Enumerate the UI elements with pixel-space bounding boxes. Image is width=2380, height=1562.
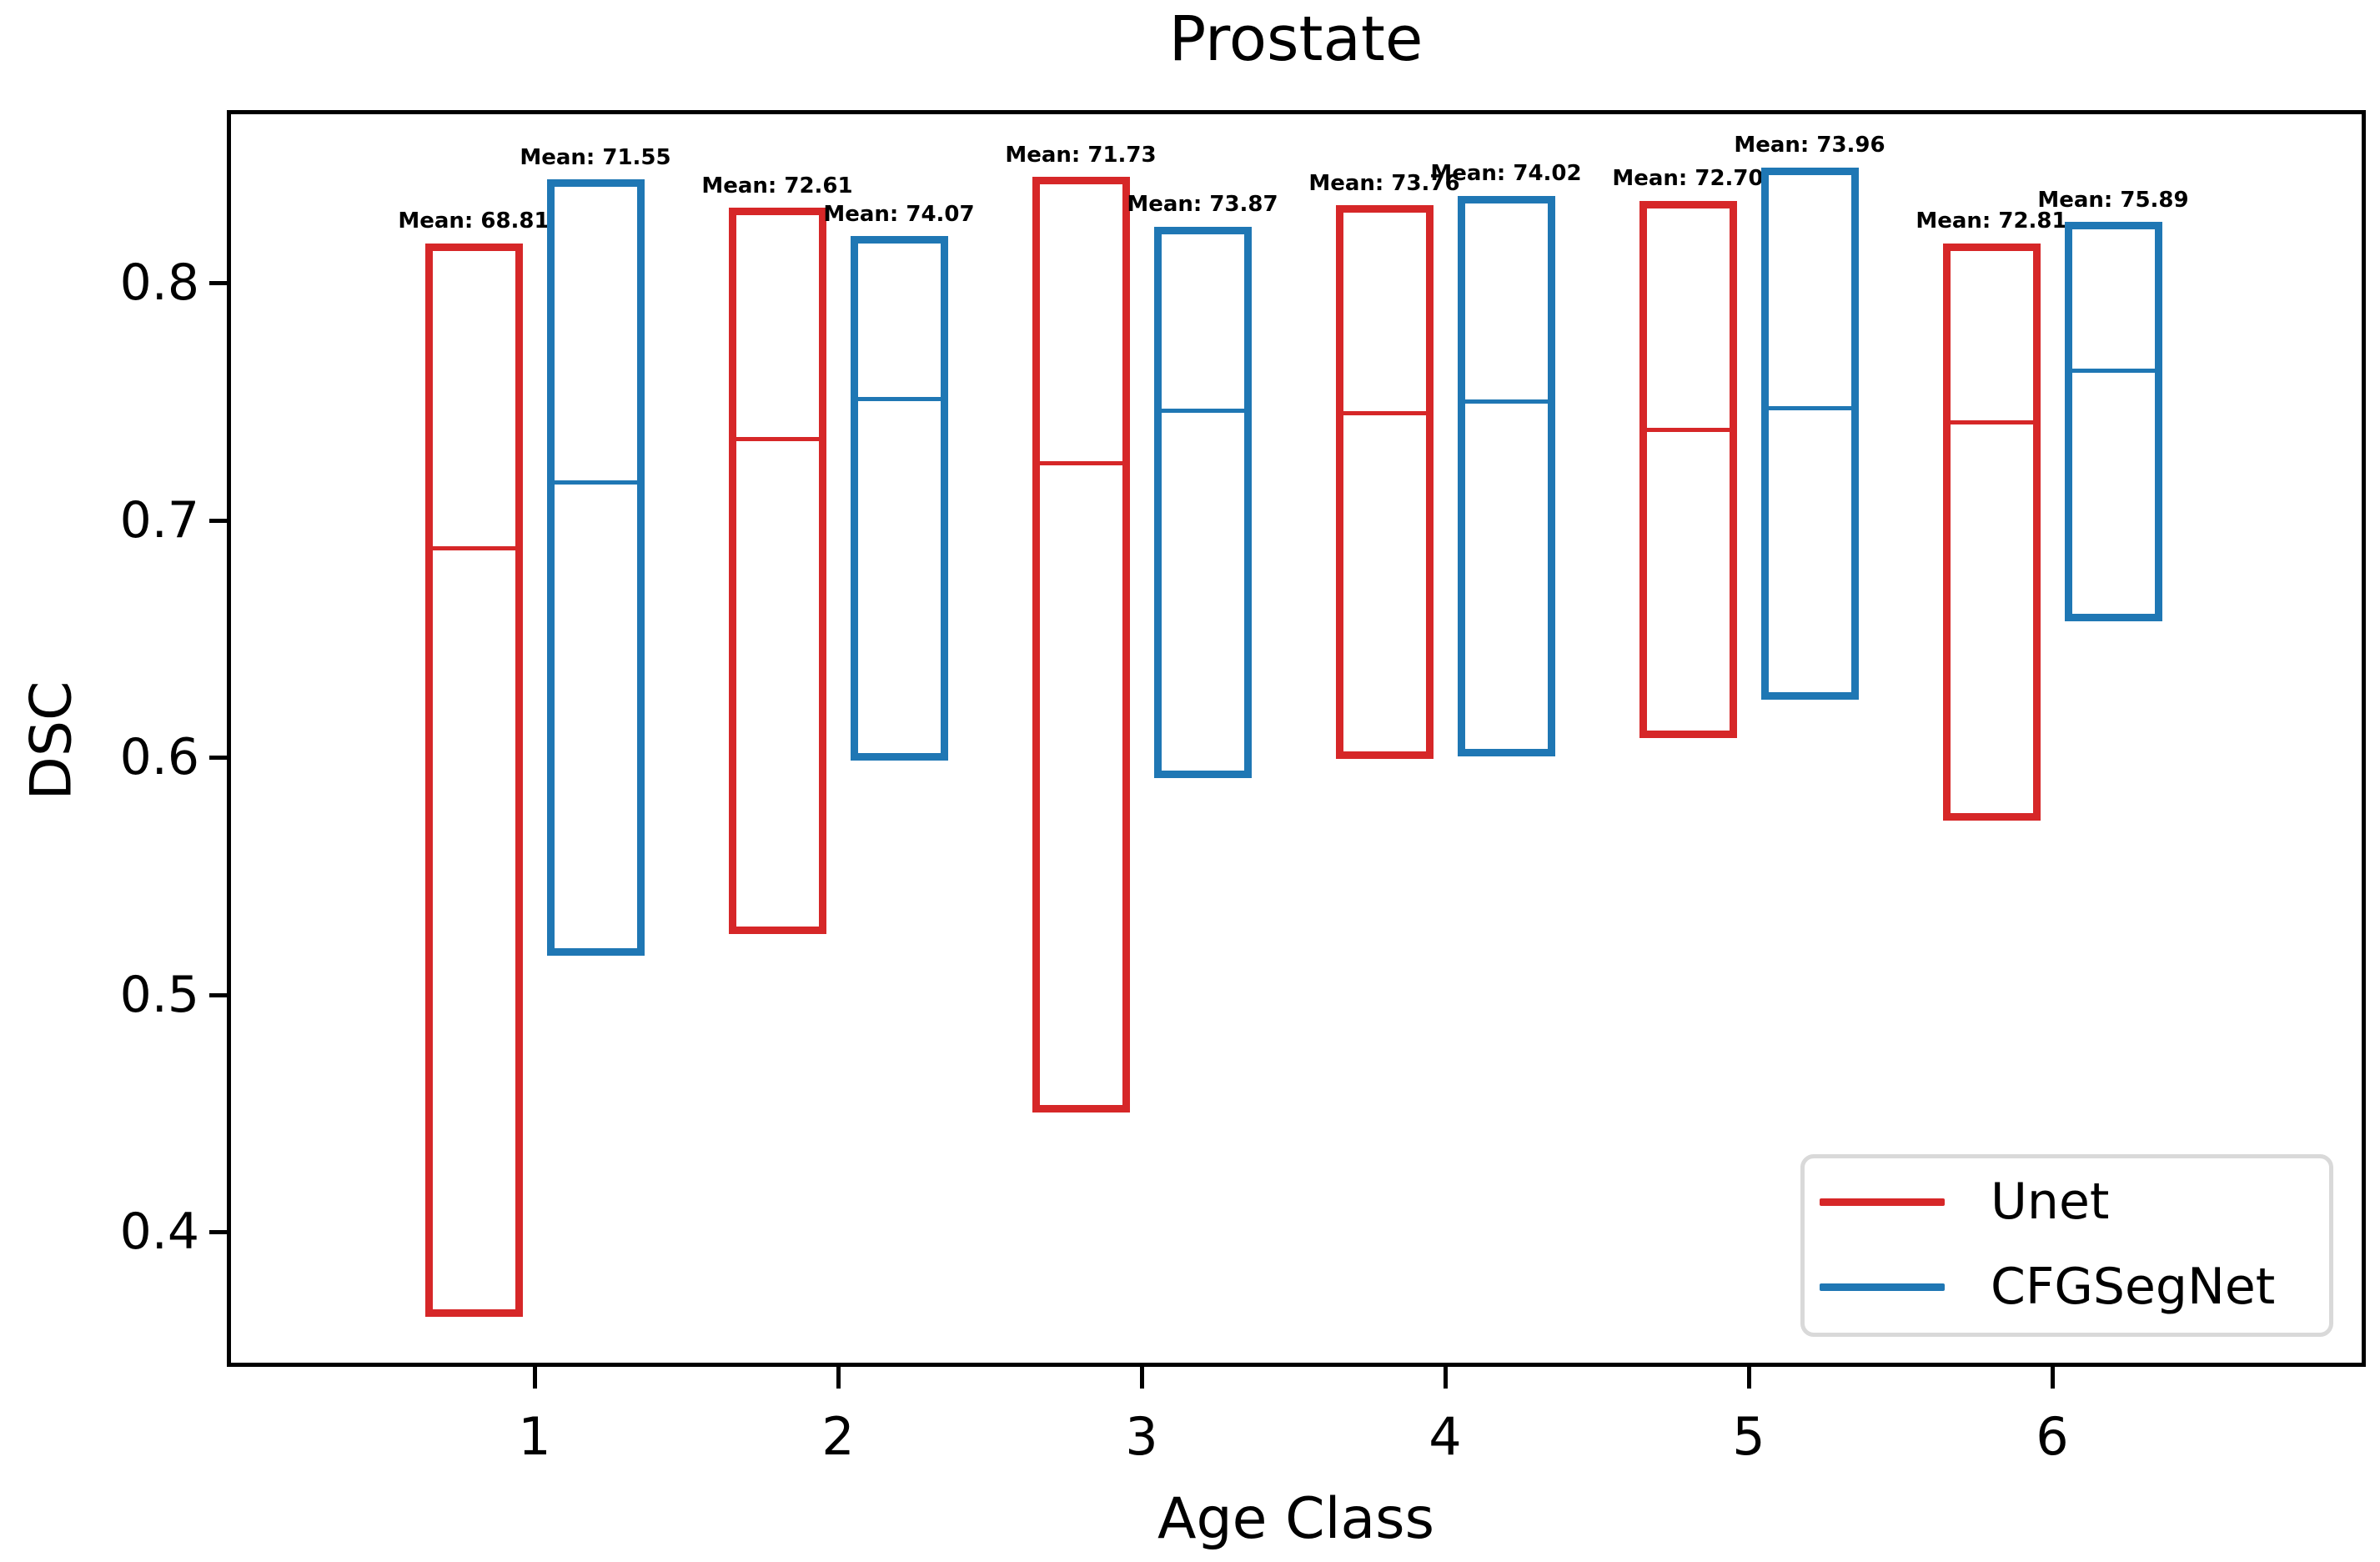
median-line-cfgsegnet bbox=[1769, 406, 1851, 410]
x-tick-mark bbox=[1444, 1367, 1448, 1389]
x-tick-label: 5 bbox=[1732, 1406, 1765, 1467]
legend-label-unet: Unet bbox=[1991, 1173, 2110, 1231]
mean-annotation-unet: Mean: 72.81 bbox=[1916, 208, 2067, 234]
box-unet bbox=[425, 244, 523, 1317]
mean-annotation-cfgsegnet: Mean: 75.89 bbox=[2037, 188, 2189, 213]
median-line-cfgsegnet bbox=[1162, 409, 1244, 413]
y-tick-label: 0.5 bbox=[119, 966, 199, 1024]
y-tick-label: 0.7 bbox=[119, 491, 199, 550]
median-line-unet bbox=[1951, 420, 2033, 424]
median-line-unet bbox=[1647, 428, 1730, 432]
median-line-unet bbox=[1343, 411, 1426, 415]
y-tick-label: 0.8 bbox=[119, 254, 199, 312]
median-line-cfgsegnet bbox=[555, 480, 637, 485]
mean-annotation-cfgsegnet: Mean: 73.87 bbox=[1127, 192, 1278, 217]
box-unet bbox=[1943, 244, 2041, 821]
y-tick-label: 0.4 bbox=[119, 1203, 199, 1261]
x-tick-label: 3 bbox=[1125, 1406, 1158, 1467]
legend-line-cfgsegnet-icon bbox=[1820, 1283, 1945, 1291]
y-tick-mark bbox=[209, 281, 231, 285]
x-tick-label: 1 bbox=[518, 1406, 551, 1467]
y-tick-mark bbox=[209, 756, 231, 760]
mean-annotation-cfgsegnet: Mean: 71.55 bbox=[520, 145, 671, 170]
box-cfgsegnet bbox=[2065, 222, 2162, 621]
x-tick-label: 4 bbox=[1429, 1406, 1462, 1467]
legend-entry-unet: Unet bbox=[1820, 1162, 2329, 1242]
y-tick-mark bbox=[209, 519, 231, 523]
box-unet bbox=[1336, 205, 1434, 759]
mean-annotation-unet: Mean: 72.61 bbox=[701, 173, 853, 198]
median-line-cfgsegnet bbox=[1465, 399, 1548, 404]
x-tick-mark bbox=[533, 1367, 537, 1389]
median-line-cfgsegnet bbox=[858, 397, 941, 401]
x-tick-label: 2 bbox=[821, 1406, 855, 1467]
median-line-unet bbox=[1040, 461, 1122, 465]
box-cfgsegnet bbox=[851, 236, 948, 761]
box-cfgsegnet bbox=[1458, 196, 1555, 756]
box-unet bbox=[729, 208, 826, 934]
legend-entry-cfgsegnet: CFGSegNet bbox=[1820, 1247, 2329, 1327]
box-unet bbox=[1032, 177, 1130, 1112]
median-line-unet bbox=[433, 546, 515, 550]
legend-label-cfgsegnet: CFGSegNet bbox=[1991, 1258, 2276, 1316]
x-tick-mark bbox=[1747, 1367, 1751, 1389]
median-line-cfgsegnet bbox=[2072, 369, 2155, 373]
box-unet bbox=[1639, 201, 1737, 738]
mean-annotation-cfgsegnet: Mean: 73.96 bbox=[1734, 133, 1885, 158]
x-tick-label: 6 bbox=[2036, 1406, 2069, 1467]
x-tick-mark bbox=[1140, 1367, 1144, 1389]
x-tick-mark bbox=[836, 1367, 841, 1389]
mean-annotation-unet: Mean: 71.73 bbox=[1005, 143, 1157, 168]
box-cfgsegnet bbox=[547, 179, 645, 956]
y-tick-mark bbox=[209, 993, 231, 997]
mean-annotation-cfgsegnet: Mean: 74.02 bbox=[1430, 161, 1582, 186]
box-cfgsegnet bbox=[1154, 227, 1252, 778]
box-cfgsegnet bbox=[1761, 168, 1859, 700]
median-line-unet bbox=[736, 437, 819, 441]
legend-line-unet-icon bbox=[1820, 1198, 1945, 1206]
mean-annotation-unet: Mean: 72.70 bbox=[1612, 166, 1764, 191]
mean-annotation-cfgsegnet: Mean: 74.07 bbox=[823, 202, 975, 227]
chart-title: Prostate bbox=[1168, 3, 1423, 75]
x-axis-label: Age Class bbox=[1157, 1486, 1435, 1552]
legend: Unet CFGSegNet bbox=[1800, 1154, 2333, 1337]
y-tick-label: 0.6 bbox=[119, 728, 199, 786]
y-tick-mark bbox=[209, 1230, 231, 1234]
mean-annotation-unet: Mean: 68.81 bbox=[398, 208, 550, 234]
x-tick-mark bbox=[2051, 1367, 2055, 1389]
mean-annotation-unet: Mean: 73.76 bbox=[1308, 171, 1460, 196]
